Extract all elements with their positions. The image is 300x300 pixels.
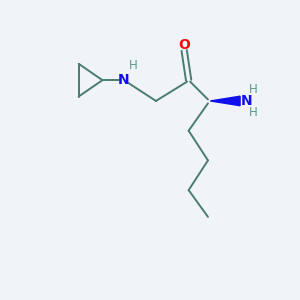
Text: H: H — [249, 106, 257, 119]
Polygon shape — [210, 96, 240, 106]
Text: H: H — [249, 83, 257, 96]
Text: H: H — [129, 59, 138, 72]
Text: N: N — [117, 73, 129, 87]
Text: N: N — [241, 94, 252, 108]
Text: O: O — [178, 38, 190, 52]
